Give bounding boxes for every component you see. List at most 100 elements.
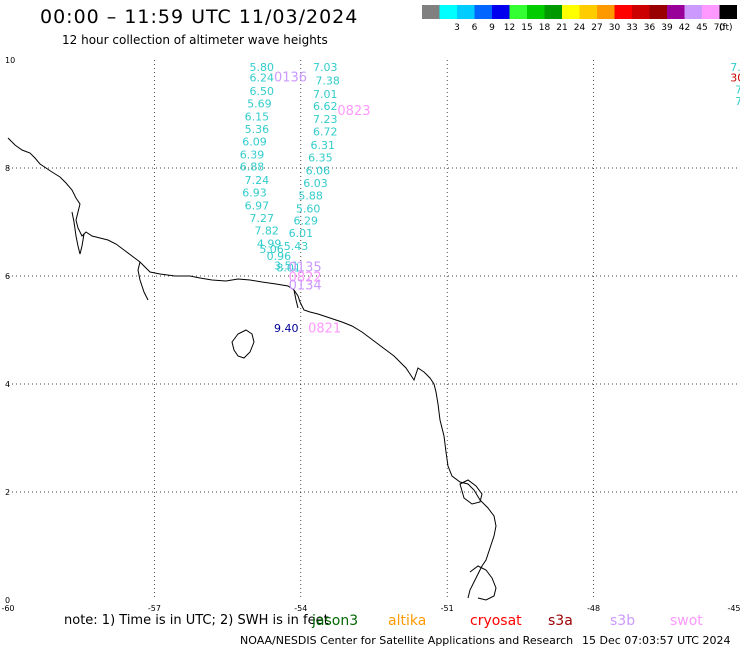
legend-swatch [702,5,720,19]
wave-height-label: 7.01 [313,88,338,101]
wave-height-label: 7.8 [735,83,740,96]
wave-height-label: 0.96 [267,250,292,263]
legend-swatch [684,5,702,19]
wave-height-labels: 5.806.246.505.696.155.366.096.396.887.24… [240,61,740,335]
wave-height-label: 6.29 [293,215,318,228]
satellite-cryosat: cryosat [470,613,522,629]
wave-height-label: 5.80 [250,61,275,74]
legend-label: 21 [556,23,567,33]
wave-height-label: 6.01 [289,227,314,240]
wave-height-label: 7.82 [254,224,279,237]
legend-unit: (ft) [719,23,733,33]
wave-height-label: 6.03 [303,177,328,190]
wave-height-label: 6.88 [240,161,264,174]
legend-label: 12 [504,23,515,33]
legend-label: 24 [574,23,586,33]
wave-height-label: 6.31 [311,139,336,152]
legend-label: 27 [591,23,602,33]
wave-height-label: 7.03 [313,61,338,74]
marajo-island [459,479,483,505]
satellite-s3a: s3a [548,613,573,629]
legend-swatch [422,5,440,19]
pass-time-label: 0823 [337,104,370,119]
legend-label: 42 [679,23,690,33]
wave-height-label: 7.39 [730,61,740,74]
satellite-altika: altika [388,613,427,629]
pass-time-label: 0136 [274,71,307,86]
axis-tick-labels: -60 -57 -54 -51 -48 -45 10 8 6 4 2 0 [1,56,740,613]
legend-label: 6 [472,23,478,33]
wave-height-label: 6.62 [313,100,338,113]
wave-height-label: 6.09 [242,135,266,148]
legend-swatch [474,5,492,19]
map-subtitle: 12 hour collection of altimeter wave hei… [62,33,328,47]
map-title: 00:00 – 11:59 UTC 11/03/2024 [40,6,359,28]
guyana-inlet [71,211,85,255]
lon-tick-label: -48 [587,604,600,613]
legend-label: 18 [539,23,551,33]
legend-swatch [719,5,737,19]
wave-height-label: 7.24 [245,174,270,187]
wave-height-label: 6.97 [245,200,270,213]
wave-height-label: 6.15 [245,110,270,123]
island-mexiana [231,329,255,359]
legend-label: 70 [714,23,726,33]
legend-swatch [509,5,527,19]
wave-height-label: 6.06 [306,164,331,177]
wave-height-label: 6.93 [242,187,266,200]
lat-tick-label: 2 [5,488,10,497]
wave-height-label: 6.35 [308,152,333,165]
pass-time-label: 0134 [289,279,322,294]
wave-height-label: 30.4 [730,72,740,85]
amazon-delta [469,565,497,601]
lat-tick-label: 8 [5,164,10,173]
pass-time-label: 0822 [289,270,322,285]
legend-label: 36 [644,23,656,33]
essequibo-mouth [137,261,149,301]
lon-tick-label: -60 [1,604,14,613]
lat-tick-label: 0 [5,596,10,605]
wave-height-label: 6.50 [250,85,275,98]
wave-height-label: 5.36 [245,123,270,136]
lat-tick-label: 4 [5,380,10,389]
wave-height-label: 6.39 [240,148,264,161]
wave-height-label: 7.38 [315,74,340,87]
wave-height-label: 7.23 [313,113,338,126]
legend-swatch [597,5,615,19]
legend-label: 15 [521,23,532,33]
wave-height-label: 5.43 [284,240,309,253]
wave-height-label: 4.99 [257,237,282,250]
satellite-swot: swot [670,613,703,629]
wave-height-label: 3.51 [274,260,299,273]
suriname-river [293,289,299,309]
wave-height-label: 5.06 [259,243,284,256]
wave-height-label: 7.27 [250,212,275,225]
legend-swatch [492,5,510,19]
lon-tick-label: -54 [294,604,307,613]
legend-swatch [632,5,650,19]
wave-height-label: 5.88 [298,189,323,202]
legend-swatch [649,5,667,19]
legend-swatch [457,5,475,19]
lat-lon-grid [8,60,740,600]
lon-tick-label: -45 [727,604,740,613]
satellite-s3b: s3b [610,613,636,629]
legend-label: 3 [454,23,460,33]
legend-label: 30 [609,23,621,33]
legend-swatch [614,5,632,19]
wave-height-label: 5.69 [247,98,272,111]
satellite-jason3: jason3 [312,613,359,629]
lat-tick-label: 10 [5,56,15,65]
legend-swatch [527,5,545,19]
legend-swatch [562,5,580,19]
legend-swatch [579,5,597,19]
legend-label: 45 [696,23,707,33]
pass-time-label: 0135 [289,261,322,276]
south-america-coast [7,137,497,599]
wave-height-label: 7. [735,95,740,108]
coastline [7,137,497,601]
wave-height-label: 9.40 [274,322,299,335]
legend-label: 33 [626,23,637,33]
